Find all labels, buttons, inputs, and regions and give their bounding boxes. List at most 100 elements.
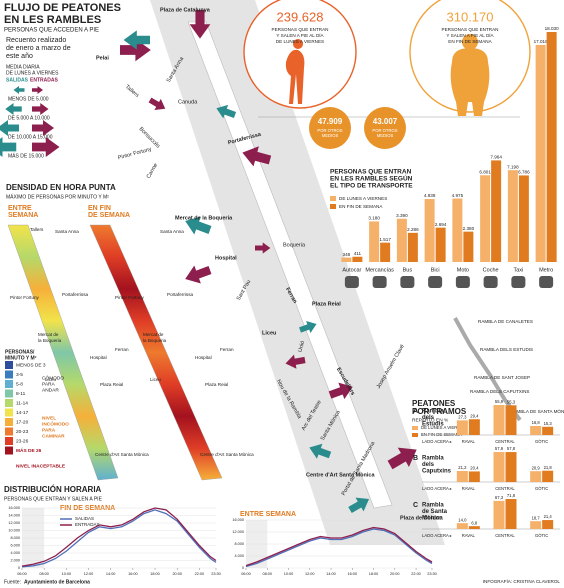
bar	[435, 227, 446, 262]
y-tick-label: 10.000	[8, 529, 20, 533]
density-label: Pintor Fortuny	[115, 295, 145, 300]
street-label: Carme	[146, 162, 159, 179]
section-letter: A	[413, 408, 418, 415]
value-label: 3.180	[368, 216, 380, 221]
category-label: Taxi	[513, 267, 523, 273]
arrow	[181, 260, 214, 289]
legend-level: 5-8	[16, 381, 23, 387]
density-label: Portaferrissa	[62, 292, 88, 297]
legend-note: PARA	[42, 427, 56, 433]
density-label: la Boqueria	[143, 338, 167, 343]
other-value: 47.909	[318, 117, 343, 126]
legend-label: EN FIN DE SEMANA	[339, 204, 383, 209]
transport-icon	[511, 276, 526, 288]
other-text: MEDIOS	[322, 133, 339, 138]
density-label: Pintor Fortuny	[10, 295, 40, 300]
y-tick-label: 14.000	[8, 514, 20, 518]
density-label: Hospital	[195, 355, 212, 360]
source: Ayuntamiento de Barcelona	[24, 579, 90, 585]
value-label: 411	[354, 251, 362, 256]
value-label: 7.964	[490, 155, 502, 160]
category-label: Autocar	[342, 267, 361, 273]
section-name: dels	[422, 415, 435, 421]
category-label: Bus	[403, 267, 413, 273]
value-label: 55,9	[495, 399, 504, 404]
legend-swatch	[5, 361, 13, 369]
section-name: RAMBLA DELS CAPUTXINS	[470, 389, 529, 394]
legend-label: SALIDAS	[75, 516, 94, 521]
category-label: RAVAL	[462, 439, 476, 444]
bar	[530, 471, 542, 482]
street-label: Pelai	[96, 55, 109, 61]
legend-swatch	[412, 433, 418, 437]
note: este año	[6, 53, 33, 60]
x-tick-label: 14:00	[326, 572, 336, 576]
bar	[505, 499, 517, 529]
density-label: Centre d'Art Santa Mònica	[95, 452, 149, 457]
value-label: 29,4	[470, 413, 479, 418]
value-label: 15,3	[544, 421, 553, 426]
bar	[456, 420, 468, 435]
category-label: GÒTIC	[535, 486, 548, 491]
legend-swatch	[5, 427, 13, 436]
category-label: CENTRAL	[495, 439, 515, 444]
value-label: 20,9	[532, 465, 541, 470]
value-label: 21,2	[458, 465, 467, 470]
density-label: Centre d'Art Santa Mònica	[200, 452, 254, 457]
mini-rambla	[453, 317, 522, 422]
other-circle	[364, 107, 406, 149]
legend-title: MINUTO Y M²	[5, 355, 37, 361]
walker	[285, 39, 305, 104]
street-label: Liceu	[262, 330, 276, 336]
x-tick-label: 06:00	[241, 572, 251, 576]
legend-label: DE LUNES A VIERNES	[339, 196, 387, 201]
x-tick-label: 12:00	[305, 572, 315, 576]
value-label: 6.786	[518, 170, 530, 175]
density-band	[89, 224, 223, 481]
street-label: Hospital	[215, 255, 237, 261]
legend-level: 23-26	[16, 438, 29, 444]
walker	[450, 34, 490, 116]
value-label: 4.938	[424, 193, 436, 198]
value-label: 21,4	[544, 514, 553, 519]
category-label: Mercancías	[365, 267, 394, 273]
value-label: 57,9	[495, 446, 504, 451]
legend-note: ANDAR	[42, 387, 59, 393]
transport-icon	[539, 276, 554, 288]
note: de enero a marzo de	[6, 45, 71, 52]
chart-title: PERSONAS QUE ENTRAN	[330, 169, 412, 176]
density-label: la Boqueria	[38, 338, 62, 343]
value-label: 67,3	[495, 495, 504, 500]
value-label: 18.030	[545, 26, 559, 31]
street-label: Canuda	[178, 99, 198, 105]
total-value: 310.170	[447, 9, 494, 24]
other-text: POR OTROS	[372, 128, 397, 133]
category-label: RAVAL	[462, 533, 476, 538]
section-subtitle: REPARTO EN %	[412, 417, 449, 423]
bar	[493, 452, 505, 482]
value-label: 14,0	[458, 517, 467, 522]
value-label: 2.694	[435, 222, 447, 227]
density-label: Mercat de	[38, 332, 59, 337]
total-text: PERSONAS QUE ENTRAN	[272, 27, 329, 32]
x-tick-label: 23:30	[427, 572, 437, 576]
legend-level: 17-20	[16, 419, 29, 425]
legend-level: 3-5	[16, 372, 23, 378]
category-label: RAVAL	[462, 486, 476, 491]
bar	[456, 523, 468, 529]
x-tick-label: 08:00	[262, 572, 272, 576]
series-line	[21, 507, 217, 567]
total-text: Y SALEN A PIE AL DÍA	[276, 32, 324, 38]
transport-icon	[483, 276, 498, 288]
density-label: Santa Anna	[160, 229, 184, 234]
street-label: Tallers	[124, 84, 140, 99]
legend-swatch	[5, 399, 13, 407]
bar	[507, 170, 518, 262]
y-tick-label: 12.000	[232, 530, 244, 534]
x-tick-label: 20:00	[390, 572, 400, 576]
x-tick-label: 10:00	[284, 572, 294, 576]
bar	[407, 232, 418, 262]
total-text: EN FIN DE SEMANA	[448, 39, 492, 44]
map-title: SEMANA	[8, 212, 38, 219]
